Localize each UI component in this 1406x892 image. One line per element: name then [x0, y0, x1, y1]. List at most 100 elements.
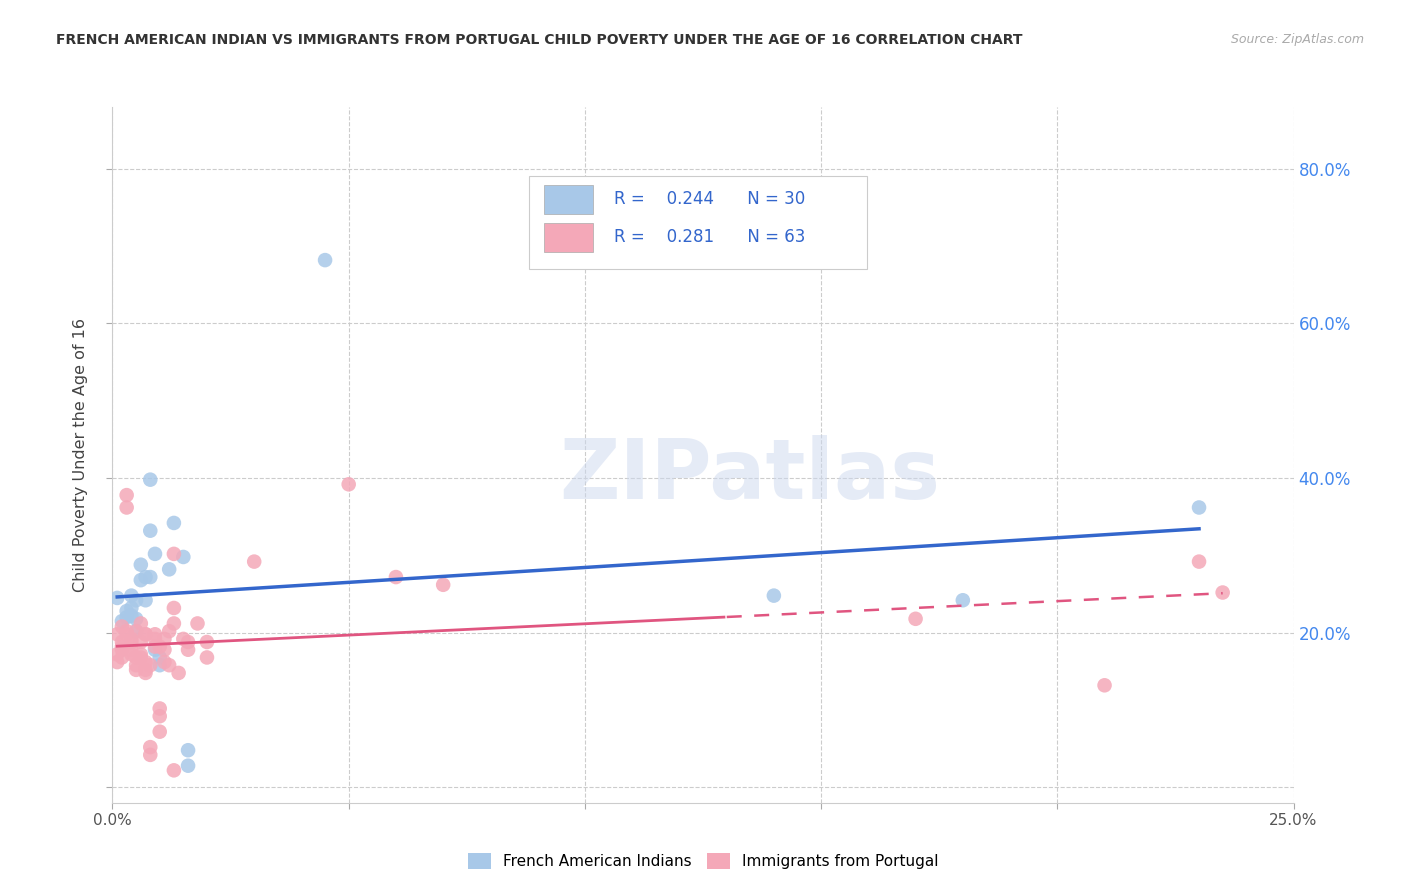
Point	[157, 562, 180, 576]
Point	[115, 604, 138, 618]
Point	[111, 640, 134, 654]
Text: R =  0.244  N = 30: R = 0.244 N = 30	[614, 190, 806, 208]
Text: ZIPatlas: ZIPatlas	[560, 435, 941, 516]
Point	[172, 549, 194, 564]
FancyBboxPatch shape	[530, 176, 868, 269]
Point	[111, 642, 134, 657]
Point	[135, 663, 157, 677]
Point	[115, 627, 138, 641]
Point	[105, 627, 128, 641]
Point	[105, 648, 128, 662]
Point	[120, 635, 142, 649]
Point	[111, 635, 134, 649]
FancyBboxPatch shape	[544, 185, 593, 214]
Point	[195, 650, 218, 665]
Point	[139, 747, 162, 762]
Point	[149, 640, 172, 654]
Point	[139, 473, 162, 487]
Point	[129, 616, 152, 631]
Text: Source: ZipAtlas.com: Source: ZipAtlas.com	[1230, 33, 1364, 46]
Point	[163, 547, 186, 561]
Point	[111, 614, 134, 628]
Point	[177, 743, 200, 757]
Point	[1188, 555, 1211, 569]
Point	[139, 570, 162, 584]
Point	[111, 650, 134, 665]
Point	[135, 665, 157, 680]
Point	[177, 642, 200, 657]
Point	[125, 624, 148, 639]
Point	[143, 547, 166, 561]
Point	[129, 558, 152, 572]
Point	[143, 642, 166, 657]
FancyBboxPatch shape	[544, 223, 593, 252]
Point	[163, 601, 186, 615]
Point	[149, 658, 172, 673]
Point	[129, 648, 152, 662]
Point	[1094, 678, 1116, 692]
Point	[135, 593, 157, 607]
Point	[762, 589, 785, 603]
Point	[125, 650, 148, 665]
Text: FRENCH AMERICAN INDIAN VS IMMIGRANTS FROM PORTUGAL CHILD POVERTY UNDER THE AGE O: FRENCH AMERICAN INDIAN VS IMMIGRANTS FRO…	[56, 33, 1022, 47]
Point	[115, 610, 138, 624]
Point	[143, 627, 166, 641]
Point	[129, 650, 152, 665]
Point	[125, 624, 148, 639]
Point	[157, 624, 180, 639]
Point	[139, 524, 162, 538]
Point	[129, 573, 152, 587]
Point	[177, 635, 200, 649]
Point	[135, 570, 157, 584]
Point	[163, 516, 186, 530]
Text: R =  0.281  N = 63: R = 0.281 N = 63	[614, 228, 806, 246]
Point	[163, 616, 186, 631]
Point	[125, 663, 148, 677]
Point	[1188, 500, 1211, 515]
Point	[129, 635, 152, 649]
Point	[139, 658, 162, 673]
Point	[120, 648, 142, 662]
Point	[952, 593, 974, 607]
Point	[120, 601, 142, 615]
Point	[120, 642, 142, 657]
Point	[904, 612, 927, 626]
Point	[167, 665, 190, 680]
Point	[432, 578, 454, 592]
Point	[125, 593, 148, 607]
Point	[157, 658, 180, 673]
Point	[385, 570, 408, 584]
Legend: French American Indians, Immigrants from Portugal: French American Indians, Immigrants from…	[461, 847, 945, 875]
Point	[125, 612, 148, 626]
Point	[135, 627, 157, 641]
Point	[153, 655, 176, 669]
Point	[195, 635, 218, 649]
Point	[153, 632, 176, 646]
Point	[115, 488, 138, 502]
Point	[186, 616, 208, 631]
Point	[115, 500, 138, 515]
Point	[139, 740, 162, 755]
Point	[111, 619, 134, 633]
Point	[149, 650, 172, 665]
Point	[243, 555, 266, 569]
Point	[105, 655, 128, 669]
Point	[153, 642, 176, 657]
Point	[143, 632, 166, 646]
Point	[177, 758, 200, 772]
Point	[135, 655, 157, 669]
Point	[149, 701, 172, 715]
Point	[135, 627, 157, 641]
Y-axis label: Child Poverty Under the Age of 16: Child Poverty Under the Age of 16	[73, 318, 89, 592]
Point	[143, 640, 166, 654]
Point	[163, 764, 186, 778]
Point	[125, 658, 148, 673]
Point	[120, 632, 142, 646]
Point	[105, 591, 128, 605]
Point	[1212, 585, 1234, 599]
Point	[314, 253, 336, 268]
Point	[115, 624, 138, 639]
Point	[172, 632, 194, 646]
Point	[120, 589, 142, 603]
Point	[120, 608, 142, 623]
